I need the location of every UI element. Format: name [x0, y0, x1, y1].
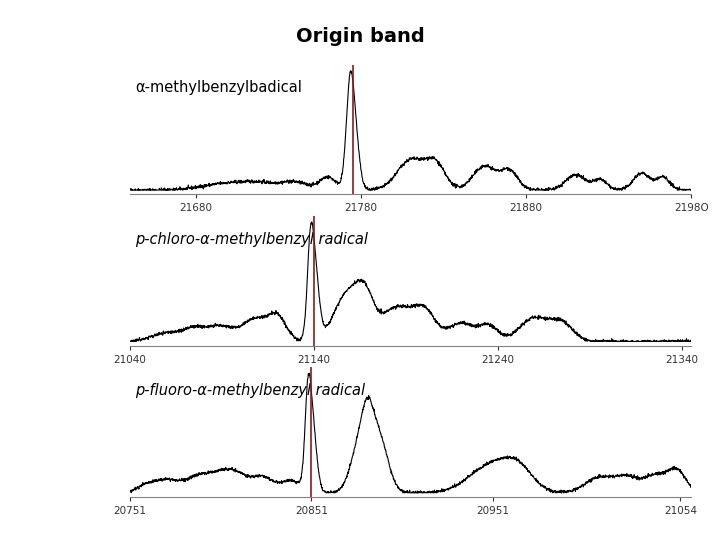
Text: α-methylbenzylbadical: α-methylbenzylbadical	[135, 80, 302, 96]
Text: p-chloro-α-methylbenzyl radical: p-chloro-α-methylbenzyl radical	[135, 232, 368, 247]
Text: Laboratory of Molecular Spectroscopy & Nano Materials, Pusan National University: Laboratory of Molecular Spectroscopy & N…	[51, 515, 669, 528]
Text: p-fluoro-α-methylbenzyl radical: p-fluoro-α-methylbenzyl radical	[135, 383, 365, 398]
Text: Origin band: Origin band	[296, 27, 424, 46]
